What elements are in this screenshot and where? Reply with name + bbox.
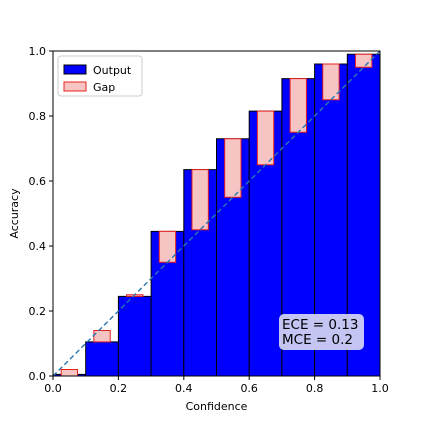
gap-bar	[158, 230, 177, 263]
y-tick-label: 0.0	[29, 370, 47, 383]
ece-metric-label: ECE = 0.13	[282, 317, 358, 333]
mce-metric-label: MCE = 0.2	[282, 332, 353, 348]
y-axis-label: Accuracy	[8, 188, 21, 239]
x-tick-label: 0.2	[110, 382, 128, 395]
gap-bar	[256, 110, 275, 166]
metrics-background	[279, 314, 364, 350]
gap-bar	[191, 169, 209, 231]
legend-label: Output	[93, 64, 132, 77]
y-tick-label: 0.2	[29, 305, 47, 318]
gap-bar	[322, 63, 340, 101]
gap-bar	[354, 53, 373, 68]
y-tick-label: 0.6	[29, 175, 47, 188]
x-tick-label: 1.0	[371, 382, 389, 395]
legend-swatch	[63, 81, 87, 92]
legend-label: Gap	[93, 81, 115, 94]
x-tick-label: 0.6	[240, 382, 258, 395]
gap-bar	[289, 78, 307, 133]
gap-bar	[224, 138, 242, 198]
legend: Output Gap	[57, 55, 143, 97]
reference-diagonal-line	[52, 50, 381, 377]
gap-bar	[60, 369, 79, 377]
plot-frame	[52, 50, 381, 377]
gap-layer	[60, 53, 373, 377]
legend-swatch	[63, 64, 87, 75]
output-bar	[117, 295, 152, 377]
y-tick-label: 0.4	[29, 240, 47, 253]
gap-bar	[93, 330, 111, 343]
metrics-box: ECE = 0.13 MCE = 0.2	[279, 314, 364, 350]
y-tick-label: 1.0	[29, 45, 47, 58]
y-tick-label: 0.8	[29, 110, 47, 123]
x-tick-label: 0.4	[175, 382, 193, 395]
x-tick-label: 0.0	[44, 382, 62, 395]
ticks-layer: 0.0 0.2 0.4 0.6 0.8 1.0 0.0 0.2 0.4 0.6 0.8 1.0	[29, 45, 389, 395]
x-axis-label: Confidence	[186, 400, 248, 413]
output-bar	[85, 341, 119, 377]
x-tick-label: 0.8	[306, 382, 324, 395]
